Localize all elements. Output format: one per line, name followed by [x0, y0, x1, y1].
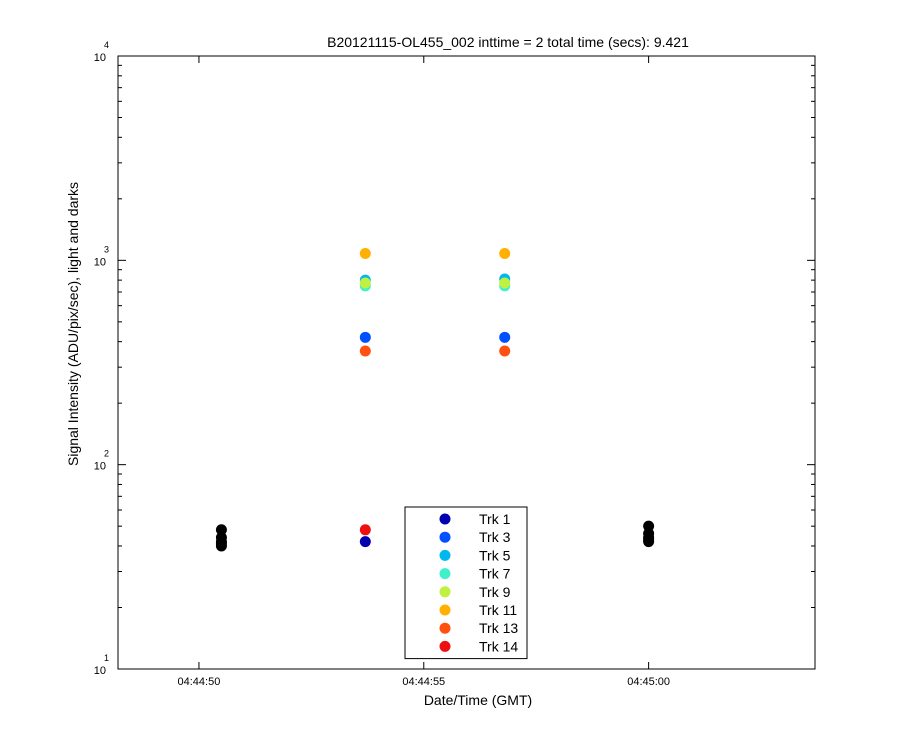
legend-label: Trk 13	[479, 620, 518, 636]
x-tick-label: 04:45:00	[627, 676, 670, 688]
legend-marker	[439, 568, 451, 580]
legend-marker	[439, 640, 451, 652]
chart-title: B20121115-OL455_002 inttime = 2 total ti…	[327, 34, 689, 50]
legend-marker	[439, 622, 451, 634]
y-tick-label: 10	[94, 256, 106, 268]
legend-marker	[439, 513, 451, 525]
x-axis-label: Date/Time (GMT)	[424, 692, 532, 708]
point-trk-9	[499, 277, 511, 289]
point-trk-1	[359, 536, 371, 548]
legend-label: Trk 7	[479, 566, 511, 582]
dark-point	[215, 540, 227, 552]
point-trk-3	[359, 331, 371, 343]
tick-labels: 10 1 10 2 10 3 10 4 04:44:50 04:44:55 04:45:00	[94, 40, 670, 688]
y-axis-label: Signal Intensity (ADU/pix/sec), light an…	[65, 182, 81, 466]
axis-ticks	[118, 55, 815, 670]
y-tick-exponent: 1	[104, 653, 109, 663]
x-tick-label: 04:44:55	[402, 676, 445, 688]
legend: Trk 1 Trk 3 Trk 5 Trk 7 Trk 9 Trk 11 Trk 13 Trk…	[404, 506, 528, 660]
point-trk-13	[359, 345, 371, 357]
point-trk-11	[359, 248, 371, 260]
dark-point	[643, 536, 655, 548]
legend-label: Trk 14	[479, 638, 518, 654]
legend-label: Trk 5	[479, 547, 511, 563]
legend-marker	[439, 549, 451, 561]
legend-marker	[439, 586, 451, 598]
point-trk-3	[499, 331, 511, 343]
x-tick-label: 04:44:50	[178, 676, 221, 688]
point-trk-13	[499, 345, 511, 357]
legend-label: Trk 3	[479, 529, 511, 545]
y-tick-exponent: 3	[104, 244, 109, 254]
legend-marker	[439, 531, 451, 543]
legend-label: Trk 11	[479, 602, 517, 618]
y-tick-exponent: 2	[104, 449, 109, 459]
legend-box	[404, 506, 528, 660]
legend-label: Trk 1	[479, 511, 511, 527]
y-tick-label: 10	[94, 665, 106, 677]
point-trk-11	[499, 248, 511, 260]
y-tick-label: 10	[94, 461, 106, 473]
legend-label: Trk 9	[479, 584, 511, 600]
y-tick-label: 10	[94, 52, 106, 64]
point-trk-14	[359, 524, 371, 536]
y-tick-exponent: 4	[104, 40, 109, 50]
dark-point	[215, 524, 227, 536]
point-trk-9	[359, 277, 371, 289]
legend-marker	[439, 604, 451, 616]
